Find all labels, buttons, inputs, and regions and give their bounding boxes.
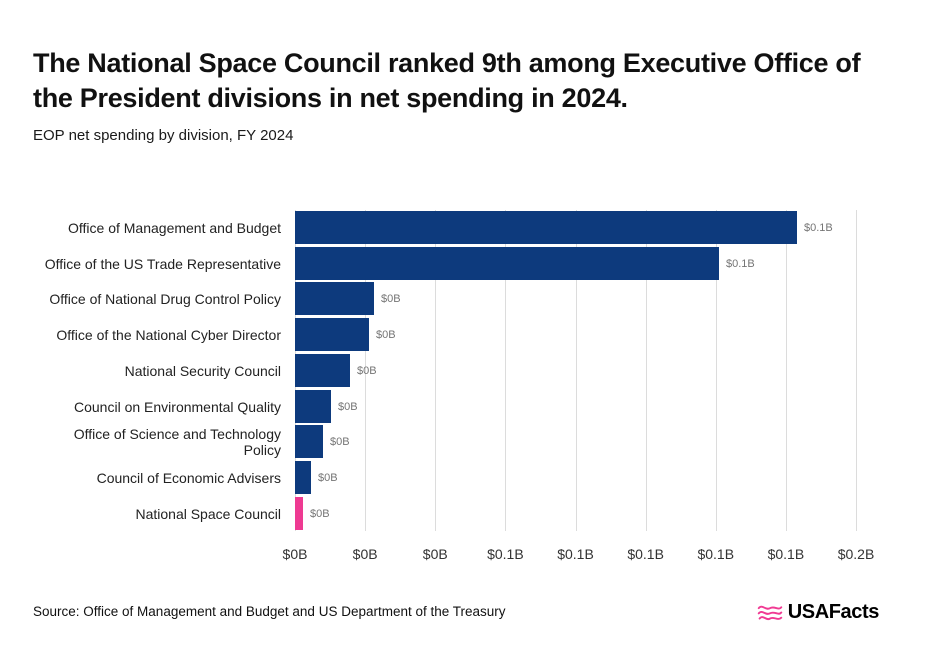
- bar-segment: [295, 211, 797, 244]
- gridline: [575, 210, 577, 531]
- gridline: [856, 210, 857, 531]
- gridline: [785, 210, 787, 531]
- x-axis-tick-label: $0B: [282, 546, 308, 562]
- x-axis-tick-label: $0.2B: [837, 546, 875, 562]
- x-axis-tick-label: $0.1B: [697, 546, 735, 562]
- source-note: Source: Office of Management and Budget …: [33, 604, 506, 619]
- category-label: Office of the US Trade Representative: [44, 255, 281, 272]
- bar-value-label: $0B: [381, 292, 401, 305]
- category-label: Office of Science and Technology Policy: [73, 425, 281, 458]
- category-label: Council of Economic Advisers: [96, 469, 281, 486]
- page-title: The National Space Council ranked 9th am…: [33, 48, 861, 113]
- bar-segment: [295, 318, 369, 351]
- bar-value-label: $0B: [318, 471, 338, 484]
- bar-segment: [295, 354, 350, 387]
- bar-value-label: $0.1B: [804, 221, 833, 234]
- bar-value-label: $0B: [357, 364, 377, 377]
- bar-highlighted: [295, 497, 303, 530]
- x-axis-tick-label: $0.1B: [557, 546, 594, 562]
- bar-segment: [295, 390, 331, 423]
- bar-value-label: $0B: [310, 507, 330, 520]
- gridline: [435, 210, 437, 531]
- category-label: Office of Management and Budget: [68, 219, 281, 236]
- chart-subtitle: EOP net spending by division, FY 2024: [33, 127, 294, 144]
- bar-segment: [295, 425, 323, 458]
- bar-value-label: $0B: [376, 328, 396, 341]
- bar-segment: [295, 282, 374, 315]
- usafacts-logo-text: USAFacts: [787, 601, 880, 623]
- bar-value-label: $0B: [338, 400, 358, 413]
- category-label: National Space Council: [135, 505, 281, 522]
- category-label: National Security Council: [124, 362, 281, 379]
- gridline: [365, 210, 367, 531]
- usafacts-flag-icon: [757, 605, 782, 621]
- usafacts-logo: USAFacts: [757, 601, 879, 624]
- category-label: Office of National Drug Control Policy: [49, 290, 281, 307]
- x-axis-tick-label: $0B: [352, 546, 378, 562]
- bar-segment: [295, 247, 719, 280]
- bar-chart-plot: $0.1B $0.1B $0B $0B $0B $0B $0B $0B $0B $0B $0B $0…: [283, 210, 874, 562]
- bar-segment: [295, 461, 311, 494]
- category-label: Office of the National Cyber Director: [56, 326, 281, 343]
- category-labels: Office of Management and Budget Office of…: [0, 210, 281, 531]
- gridline: [505, 210, 507, 531]
- x-axis-tick-label: $0B: [422, 546, 448, 562]
- bar-value-label: $0B: [330, 435, 350, 448]
- gridline: [645, 210, 647, 531]
- x-axis-tick-label: $0.1B: [767, 546, 805, 562]
- category-label: Council on Environmental Quality: [74, 398, 281, 415]
- bar-value-label: $0.1B: [726, 257, 755, 270]
- x-axis-tick-label: $0.1B: [487, 546, 524, 562]
- gridline: [715, 210, 717, 531]
- x-axis-tick-label: $0.1B: [627, 546, 664, 562]
